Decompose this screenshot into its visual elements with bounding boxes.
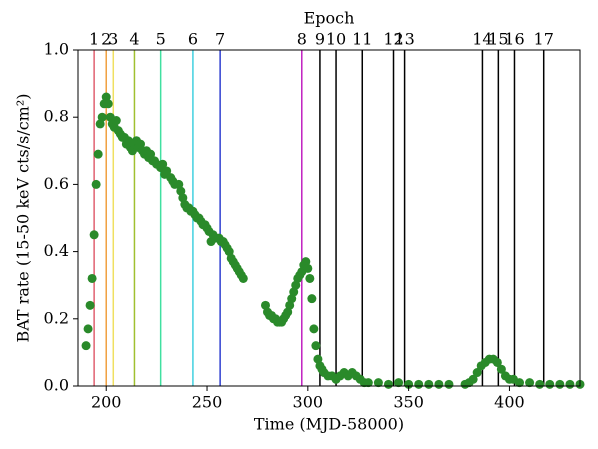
data-point — [383, 379, 393, 389]
x-tick-label: 350 — [393, 393, 424, 412]
epoch-label: 2 — [101, 30, 111, 49]
data-point — [515, 378, 525, 388]
data-point — [103, 99, 113, 109]
y-axis-label: BAT rate (15-50 keV cts/s/cm²) — [14, 93, 33, 342]
epoch-label: 10 — [326, 30, 346, 49]
y-tick-label: 0.6 — [44, 174, 69, 193]
data-point — [444, 379, 454, 389]
data-point — [525, 378, 535, 388]
data-point — [414, 379, 424, 389]
epoch-label: 8 — [297, 30, 307, 49]
data-point — [97, 112, 107, 122]
data-point — [85, 300, 95, 310]
x-tick-label: 400 — [494, 393, 525, 412]
x-tick-label: 200 — [91, 393, 122, 412]
data-point — [404, 379, 414, 389]
data-point — [87, 273, 97, 283]
data-point — [468, 374, 478, 384]
data-point — [111, 116, 121, 126]
epoch-label: 11 — [352, 30, 372, 49]
y-tick-label: 0.2 — [44, 308, 69, 327]
y-tick-label: 0.8 — [44, 107, 69, 126]
epoch-label: 5 — [156, 30, 166, 49]
epoch-label: 13 — [394, 30, 414, 49]
data-point — [363, 378, 373, 388]
data-point — [307, 294, 317, 304]
data-point — [394, 378, 404, 388]
y-tick-label: 0.0 — [44, 376, 69, 395]
data-point — [158, 159, 168, 169]
data-point — [565, 379, 575, 389]
data-point — [492, 357, 502, 367]
y-tick-label: 1.0 — [44, 40, 69, 59]
top-label: Epoch — [304, 9, 355, 28]
data-point — [93, 149, 103, 159]
data-point — [303, 263, 313, 273]
x-tick-label: 250 — [192, 393, 223, 412]
data-point — [472, 368, 482, 378]
data-point — [555, 379, 565, 389]
data-point — [91, 179, 101, 189]
epoch-label: 1 — [89, 30, 99, 49]
epoch-label: 4 — [129, 30, 139, 49]
data-point — [424, 379, 434, 389]
epoch-label: 9 — [315, 30, 325, 49]
data-point — [496, 364, 506, 374]
data-point — [309, 324, 319, 334]
data-point — [81, 341, 91, 351]
data-point — [89, 230, 99, 240]
data-point — [83, 324, 93, 334]
data-point — [311, 341, 321, 351]
data-point — [373, 378, 383, 388]
x-tick-label: 300 — [293, 393, 324, 412]
data-point — [535, 379, 545, 389]
epoch-label: 14 — [472, 30, 492, 49]
epoch-label: 3 — [108, 30, 118, 49]
data-point — [305, 273, 315, 283]
data-point — [238, 273, 248, 283]
epoch-label: 17 — [534, 30, 554, 49]
plot-frame — [77, 49, 581, 387]
epoch-label: 15 — [488, 30, 508, 49]
epoch-label: 7 — [215, 30, 225, 49]
epoch-label: 6 — [188, 30, 198, 49]
y-tick-label: 0.4 — [44, 241, 69, 260]
data-point — [434, 379, 444, 389]
data-point — [162, 166, 172, 176]
epoch-label: 16 — [504, 30, 524, 49]
data-point — [545, 379, 555, 389]
epoch-label: 12 — [383, 30, 403, 49]
x-axis-label: Time (MJD-58000) — [254, 415, 404, 434]
